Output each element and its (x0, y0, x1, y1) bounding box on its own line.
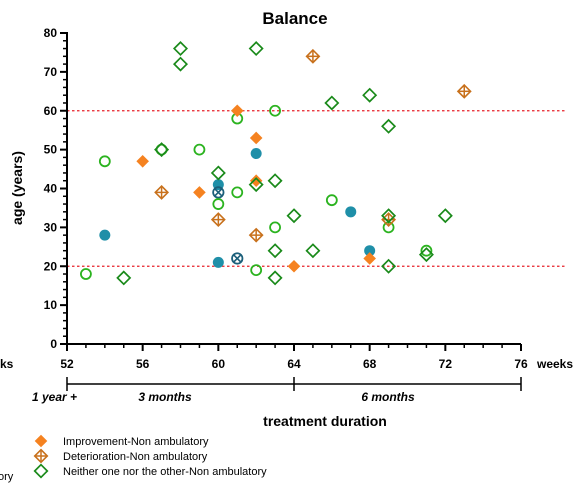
data-point (210, 212, 226, 228)
data-point (456, 83, 472, 99)
x-axis-unit-label-left-cut: ks (0, 357, 14, 371)
data-point (324, 95, 340, 111)
x-axis-unit-label-right: weeks (536, 357, 573, 371)
data-point (231, 252, 244, 265)
data-point (155, 143, 168, 156)
series-0 (99, 148, 376, 268)
legend-marker (34, 434, 48, 448)
legend-marker (33, 463, 49, 479)
data-point (98, 155, 111, 168)
series-5 (116, 41, 453, 286)
data-point (249, 131, 263, 145)
data-point (363, 252, 376, 265)
x-tick-label: 64 (287, 357, 301, 371)
bracket-label: 3 months (138, 390, 192, 404)
data-point (136, 154, 149, 168)
legend-label-left-cut: ory (0, 471, 14, 483)
x-axis-title: treatment duration (263, 413, 387, 429)
x-tick-label: 68 (363, 357, 377, 371)
data-point (248, 227, 264, 243)
data-point (420, 244, 433, 257)
data-point (269, 221, 281, 234)
y-axis-title: age (years) (9, 151, 25, 225)
bracket-label: 1 year + (32, 390, 77, 404)
y-tick-label: 10 (44, 298, 58, 312)
data-point (250, 148, 262, 160)
data-point (80, 268, 92, 280)
data-point (212, 186, 225, 199)
x-tick-label: 76 (514, 357, 528, 371)
y-tick-label: 0 (50, 337, 57, 351)
y-tick-label: 50 (44, 143, 58, 157)
data-point (362, 87, 378, 103)
data-point (116, 270, 132, 286)
data-point (250, 264, 263, 277)
data-point (249, 174, 263, 188)
legend: Improvement-Non ambulatory Deterioration-… (33, 434, 267, 479)
data-point (287, 259, 301, 273)
data-point (437, 208, 453, 224)
data-point (269, 104, 281, 117)
data-point (305, 48, 321, 64)
y-tick-label: 30 (44, 220, 58, 234)
data-point (212, 198, 225, 210)
data-point (325, 194, 338, 207)
data-point (345, 206, 357, 218)
y-tick-label: 20 (44, 259, 58, 273)
data-point (230, 104, 244, 118)
bracket-label: 6 months (361, 390, 415, 404)
data-point (172, 41, 189, 57)
legend-label: Deterioration-Non ambulatory (63, 451, 208, 463)
legend-marker (33, 448, 49, 464)
data-point (418, 247, 434, 263)
data-point (212, 256, 224, 268)
y-tick-label: 70 (44, 65, 58, 79)
data-point (99, 229, 111, 241)
data-point (381, 118, 397, 134)
chart-title: Balance (262, 9, 327, 28)
data-point (193, 186, 206, 199)
y-tick-label: 60 (44, 104, 58, 118)
legend-label: Neither one nor the other-Non ambulatory (63, 466, 267, 478)
x-tick-label: 52 (60, 357, 74, 371)
data-point (267, 270, 283, 286)
data-point (210, 165, 226, 181)
duration-brackets: 1 year + 3 months 6 months (32, 377, 522, 404)
data-point (381, 208, 397, 224)
series-3 (136, 104, 376, 273)
data-point (305, 243, 321, 259)
data-point (154, 142, 170, 158)
data-point (267, 173, 283, 189)
plot-area: 0 10 20 30 40 50 60 70 80 52 56 60 64 68 72 76 (44, 26, 565, 371)
series-4 (154, 48, 472, 243)
data-point (248, 41, 264, 57)
data-point (286, 208, 302, 224)
data-point (172, 56, 189, 72)
data-point (248, 177, 264, 193)
legend-label: Improvement-Non ambulatory (63, 436, 209, 448)
data-point (193, 143, 206, 156)
data-point (231, 186, 244, 199)
x-tick-label: 60 (212, 357, 226, 371)
x-tick-label: 56 (136, 357, 150, 371)
x-tick-label: 72 (439, 357, 453, 371)
data-point (381, 258, 397, 274)
data-point (364, 245, 376, 257)
series-2 (80, 104, 433, 280)
y-tick-label: 80 (44, 26, 58, 40)
series-1 (212, 186, 244, 265)
y-tick-label: 40 (44, 182, 58, 196)
data-point (267, 243, 283, 259)
data-point (154, 184, 170, 200)
